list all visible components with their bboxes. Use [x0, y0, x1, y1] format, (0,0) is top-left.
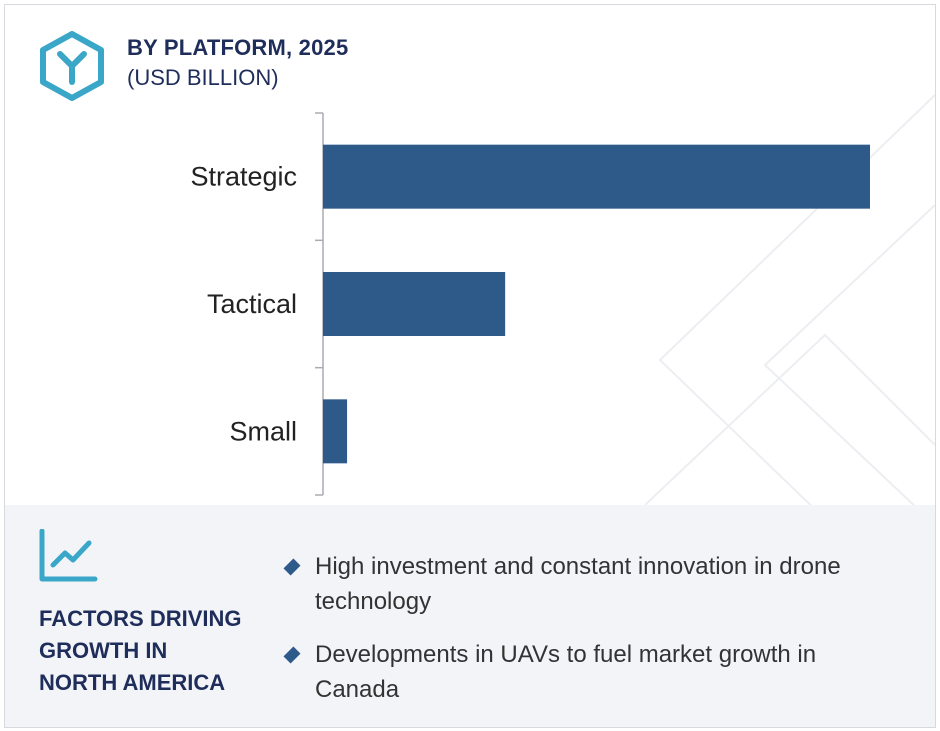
factor-text: High investment and constant innovation … [315, 553, 841, 615]
growth-factors-panel: FACTORS DRIVING GROWTH IN NORTH AMERICA … [5, 505, 935, 727]
factors-heading-line: GROWTH IN [39, 638, 168, 663]
chart-subtitle: (USD BILLION) [127, 65, 279, 90]
category-label: Tactical [207, 289, 297, 319]
factors-list: High investment and constant innovation … [283, 549, 903, 725]
diamond-bullet-icon [283, 558, 301, 576]
line-chart-growth-icon [39, 529, 98, 582]
category-label: Small [229, 416, 297, 446]
bar-strategic [323, 144, 870, 209]
factors-heading-line: FACTORS DRIVING [39, 606, 242, 631]
factor-item: Developments in UAVs to fuel market grow… [283, 637, 903, 707]
bar-chart: Strategic Tactical Small [190, 112, 870, 496]
chart-title: BY PLATFORM, 2025 [127, 35, 349, 60]
factor-text: Developments in UAVs to fuel market grow… [315, 641, 817, 703]
hexagon-y-logo-icon [40, 31, 104, 101]
category-label: Strategic [190, 162, 297, 192]
factor-item: High investment and constant innovation … [283, 549, 903, 619]
diamond-bullet-icon [283, 646, 301, 664]
bar-tactical [323, 272, 506, 336]
factors-heading-line: NORTH AMERICA [39, 670, 226, 695]
chart-card: BY PLATFORM, 2025 (USD BILLION) Strategi… [4, 4, 936, 728]
bar-small [323, 399, 348, 464]
factors-heading: FACTORS DRIVING GROWTH IN NORTH AMERICA [39, 603, 269, 699]
category-labels: Strategic Tactical Small [190, 162, 297, 447]
category-axis [315, 112, 324, 496]
bars [323, 144, 870, 464]
